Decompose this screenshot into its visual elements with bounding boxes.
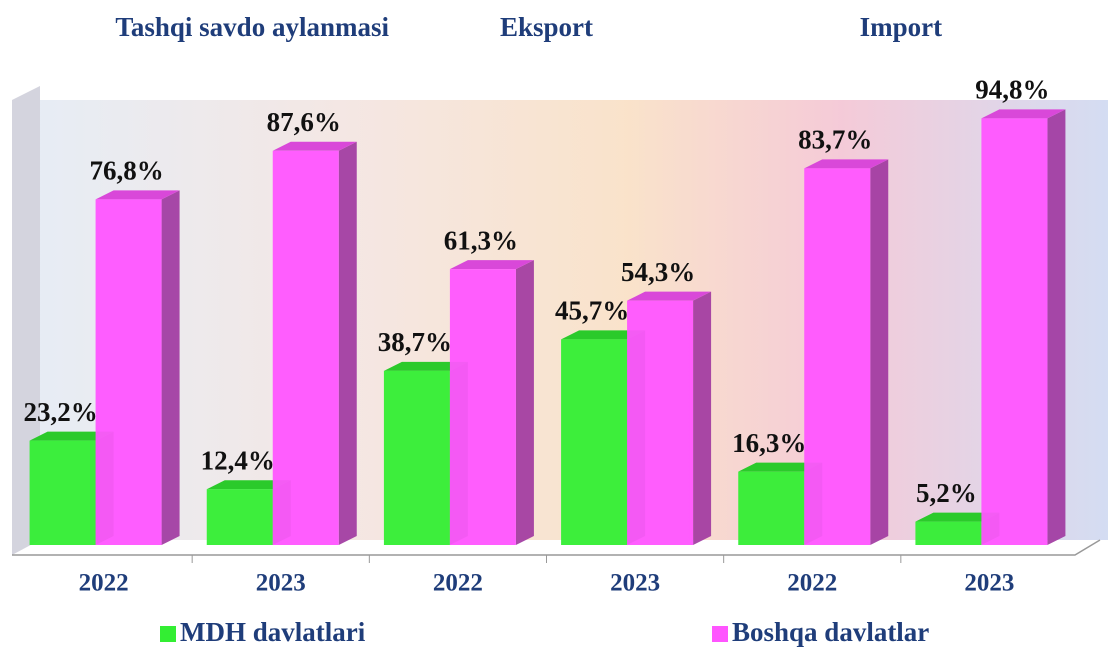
x-tick-label: 2023 bbox=[256, 570, 306, 597]
bar-top bbox=[627, 291, 712, 301]
bar-top bbox=[561, 330, 646, 340]
bar-front bbox=[561, 339, 628, 545]
bar-top bbox=[206, 480, 291, 490]
bar-front bbox=[29, 440, 96, 545]
value-label: 45,7% bbox=[555, 296, 629, 326]
bar-front bbox=[804, 168, 871, 545]
x-tick-label: 2023 bbox=[610, 570, 660, 597]
bar bbox=[272, 141, 357, 546]
bar-front bbox=[206, 489, 273, 545]
legend-swatch bbox=[160, 626, 176, 642]
floor-edge bbox=[12, 539, 1101, 556]
bar-top bbox=[738, 462, 823, 472]
value-label: 61,3% bbox=[444, 225, 518, 255]
legend-swatch bbox=[712, 626, 728, 642]
bar bbox=[95, 190, 180, 545]
bar-front bbox=[272, 150, 339, 546]
bar-front bbox=[627, 300, 694, 545]
bar-side bbox=[1047, 109, 1066, 546]
value-label: 94,8% bbox=[975, 75, 1049, 105]
bar-front bbox=[738, 471, 805, 545]
bar-front bbox=[383, 370, 450, 545]
x-tick-label: 2023 bbox=[964, 570, 1014, 597]
bar-top bbox=[95, 190, 180, 200]
value-label: 54,3% bbox=[621, 257, 695, 287]
bar-front bbox=[981, 118, 1048, 546]
group-title: Tashqi savdo aylanmasi bbox=[115, 12, 389, 42]
bar-top bbox=[449, 260, 534, 270]
bar bbox=[449, 260, 534, 545]
value-label: 87,6% bbox=[267, 107, 341, 137]
group-title: Eksport bbox=[500, 12, 593, 42]
bar-top bbox=[804, 159, 889, 169]
bar-top bbox=[981, 109, 1066, 119]
bar bbox=[804, 159, 889, 545]
bar-front bbox=[95, 199, 162, 545]
side-wall bbox=[12, 86, 40, 555]
bar-side bbox=[338, 141, 357, 546]
bar-top bbox=[383, 361, 468, 371]
bar-front bbox=[915, 521, 982, 545]
bar bbox=[627, 291, 712, 545]
bar-top bbox=[29, 431, 114, 441]
bar-side bbox=[870, 159, 889, 545]
bar-top bbox=[915, 512, 1000, 522]
bar-side bbox=[161, 190, 180, 545]
value-label: 16,3% bbox=[732, 428, 806, 458]
value-label: 23,2% bbox=[23, 397, 97, 427]
legend-label: MDH davlatlari bbox=[180, 617, 366, 647]
value-label: 76,8% bbox=[89, 156, 163, 186]
bar-front bbox=[449, 269, 516, 545]
x-tick-label: 2022 bbox=[433, 570, 483, 597]
bar-side bbox=[693, 291, 712, 545]
value-label: 5,2% bbox=[916, 478, 977, 508]
value-label: 12,4% bbox=[201, 445, 275, 475]
legend-label: Boshqa davlatlar bbox=[732, 617, 929, 647]
bar-side bbox=[515, 260, 534, 545]
bar bbox=[981, 109, 1066, 546]
x-tick-label: 2022 bbox=[787, 570, 837, 597]
bar-top bbox=[272, 141, 357, 151]
value-label: 38,7% bbox=[378, 327, 452, 357]
value-label: 83,7% bbox=[798, 125, 872, 155]
x-tick-label: 2022 bbox=[79, 570, 129, 597]
group-title: Import bbox=[860, 12, 943, 42]
